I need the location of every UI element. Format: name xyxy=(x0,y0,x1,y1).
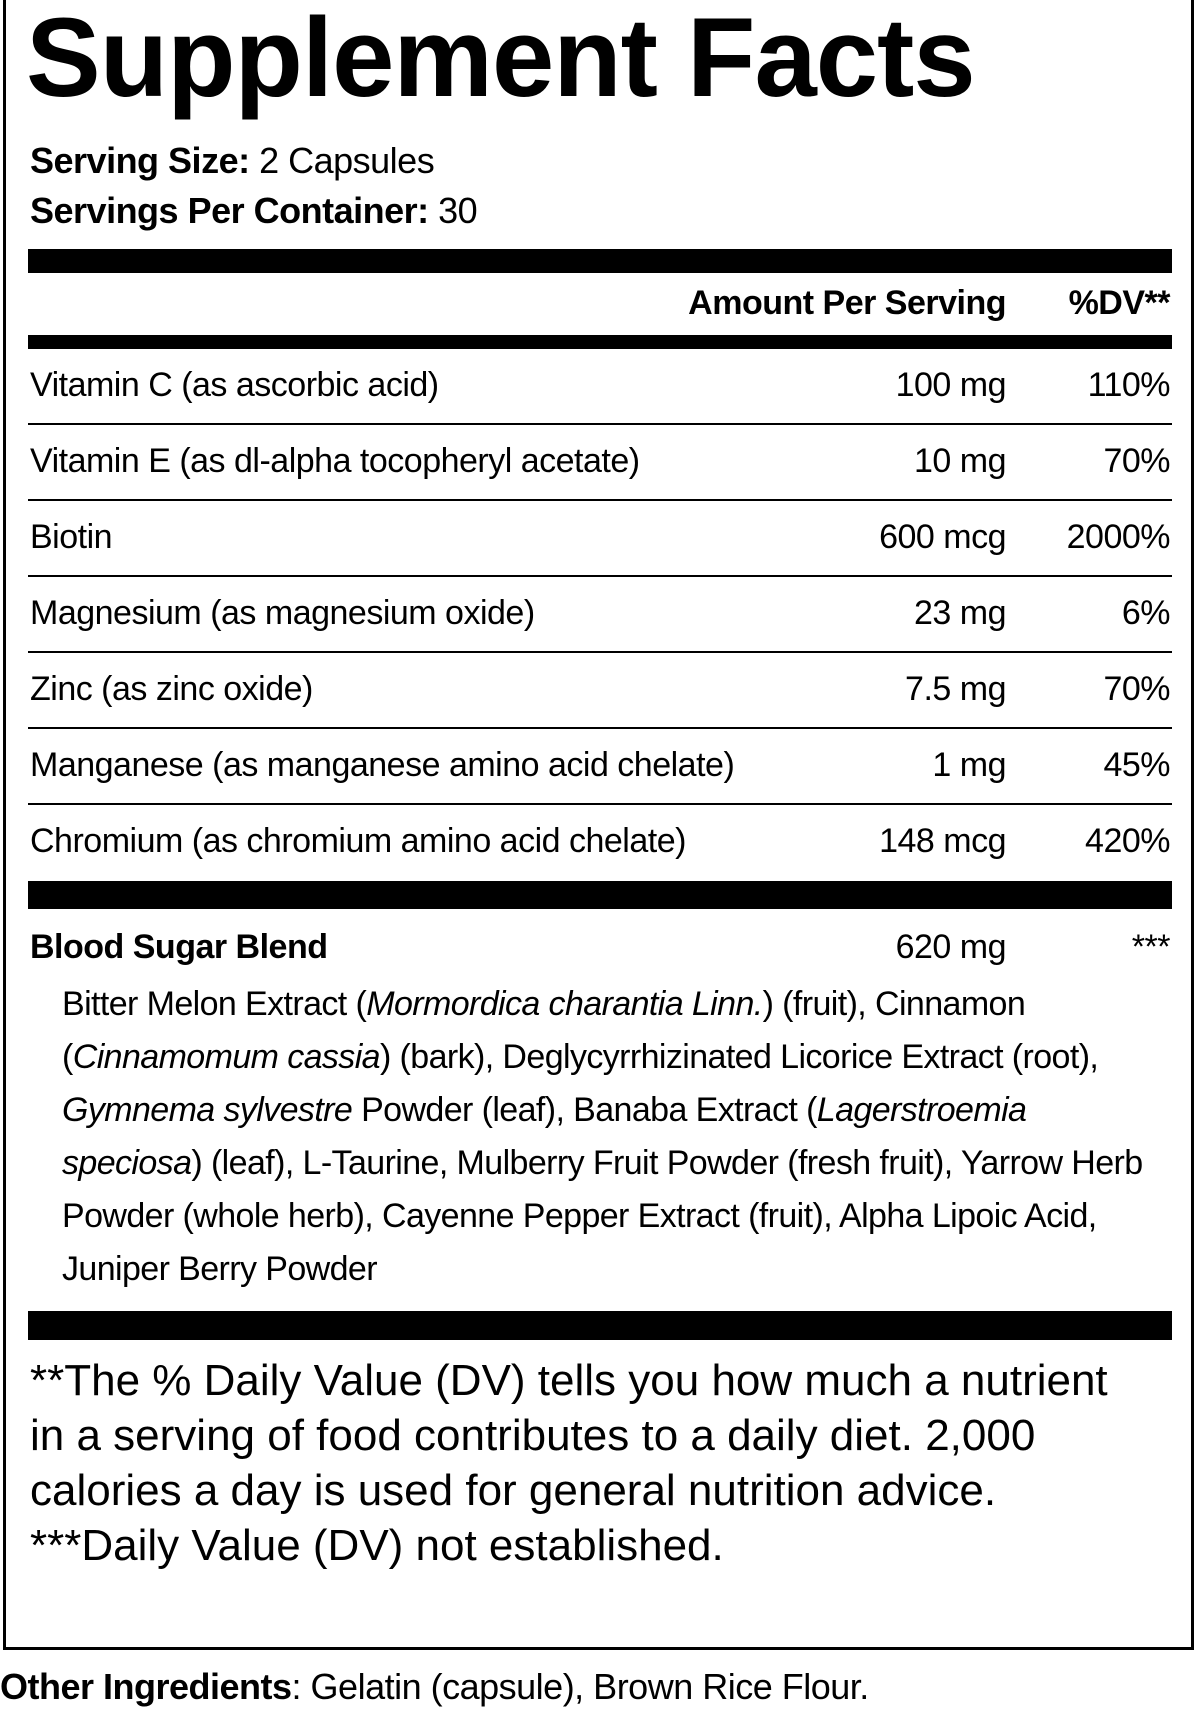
nutrient-amount: 10 mg xyxy=(914,442,1007,480)
nutrient-amount: 1 mg xyxy=(932,746,1006,784)
ingredient-text: Powder (leaf), Banaba Extract ( xyxy=(352,1091,817,1129)
other-ingredients-label: Other Ingredients xyxy=(0,1666,292,1707)
nutrient-dv: 2000% xyxy=(1066,518,1171,556)
ingredient-text: Mormordica charantia Linn. xyxy=(366,985,763,1023)
blend-name: Blood Sugar Blend xyxy=(30,928,328,966)
nutrient-amount: 23 mg xyxy=(914,594,1007,632)
label-frame xyxy=(3,0,1194,1650)
nutrient-dv: 70% xyxy=(1103,442,1170,480)
nutrient-amount: 100 mg xyxy=(895,366,1007,404)
nutrient-name: Vitamin E (as dl-alpha tocopheryl acetat… xyxy=(30,442,640,480)
serving-size-value: 2 Capsules xyxy=(259,140,435,181)
blend-amount: 620 mg xyxy=(895,928,1007,966)
row-divider xyxy=(28,651,1172,653)
footnotes: **The % Daily Value (DV) tells you how m… xyxy=(30,1353,1150,1573)
nutrient-dv: 420% xyxy=(1085,822,1170,860)
servings-value: 30 xyxy=(438,190,478,231)
ingredient-text: Cinnamomum cassia xyxy=(72,1038,381,1076)
other-ingredients: Other Ingredients: Gelatin (capsule), Br… xyxy=(0,1664,869,1710)
ingredient-text: ) (fruit), Cinnamon ( xyxy=(62,985,1026,1076)
row-divider xyxy=(28,499,1172,501)
nutrient-name: Biotin xyxy=(30,518,113,556)
serving-size: Serving Size: 2 Capsules xyxy=(30,139,435,183)
nutrient-amount: 148 mcg xyxy=(879,822,1006,860)
nutrient-name: Chromium (as chromium amino acid chelate… xyxy=(30,822,686,860)
divider-bar xyxy=(28,881,1172,909)
nutrient-name: Vitamin C (as ascorbic acid) xyxy=(30,366,439,404)
nutrient-amount: 7.5 mg xyxy=(905,670,1006,708)
title: Supplement Facts xyxy=(26,0,976,120)
nutrient-dv: 45% xyxy=(1103,746,1170,784)
serving-size-label: Serving Size: xyxy=(30,140,250,181)
row-divider xyxy=(28,423,1172,425)
servings-per-container: Servings Per Container: 30 xyxy=(30,189,478,233)
nutrient-name: Zinc (as zinc oxide) xyxy=(30,670,313,708)
ingredient-text: Lagerstroemia speciosa xyxy=(62,1091,1027,1182)
row-divider xyxy=(28,575,1172,577)
nutrient-name: Magnesium (as magnesium oxide) xyxy=(30,594,535,632)
divider-bar xyxy=(28,335,1172,349)
other-ingredients-text: : Gelatin (capsule), Brown Rice Flour. xyxy=(291,1666,870,1707)
nutrient-name: Manganese (as manganese amino acid chela… xyxy=(30,746,735,784)
footnote: ***Daily Value (DV) not established. xyxy=(30,1521,724,1570)
blend-ingredients: Bitter Melon Extract (Mormordica charant… xyxy=(62,978,1152,1296)
nutrient-amount: 600 mcg xyxy=(879,518,1006,556)
nutrient-dv: 110% xyxy=(1087,366,1171,404)
footnote: **The % Daily Value (DV) tells you how m… xyxy=(30,1356,1108,1515)
ingredient-text: ) (bark), Deglycyrrhizinated Licorice Ex… xyxy=(379,1038,1099,1076)
row-divider xyxy=(28,803,1172,805)
divider-bar xyxy=(28,249,1172,273)
blend-dv: *** xyxy=(1131,928,1171,966)
ingredient-text: Gymnema sylvestre xyxy=(62,1091,353,1129)
ingredient-text: ) (leaf), L-Taurine, Mulberry Fruit Powd… xyxy=(62,1144,1143,1288)
nutrient-dv: 70% xyxy=(1103,670,1170,708)
header-amount: Amount Per Serving xyxy=(688,284,1006,322)
servings-label: Servings Per Container: xyxy=(30,190,429,231)
ingredient-text: Bitter Melon Extract ( xyxy=(62,985,367,1023)
header-dv: %DV** xyxy=(1068,284,1171,322)
divider-bar xyxy=(28,1311,1172,1340)
row-divider xyxy=(28,727,1172,729)
nutrient-dv: 6% xyxy=(1121,594,1171,632)
